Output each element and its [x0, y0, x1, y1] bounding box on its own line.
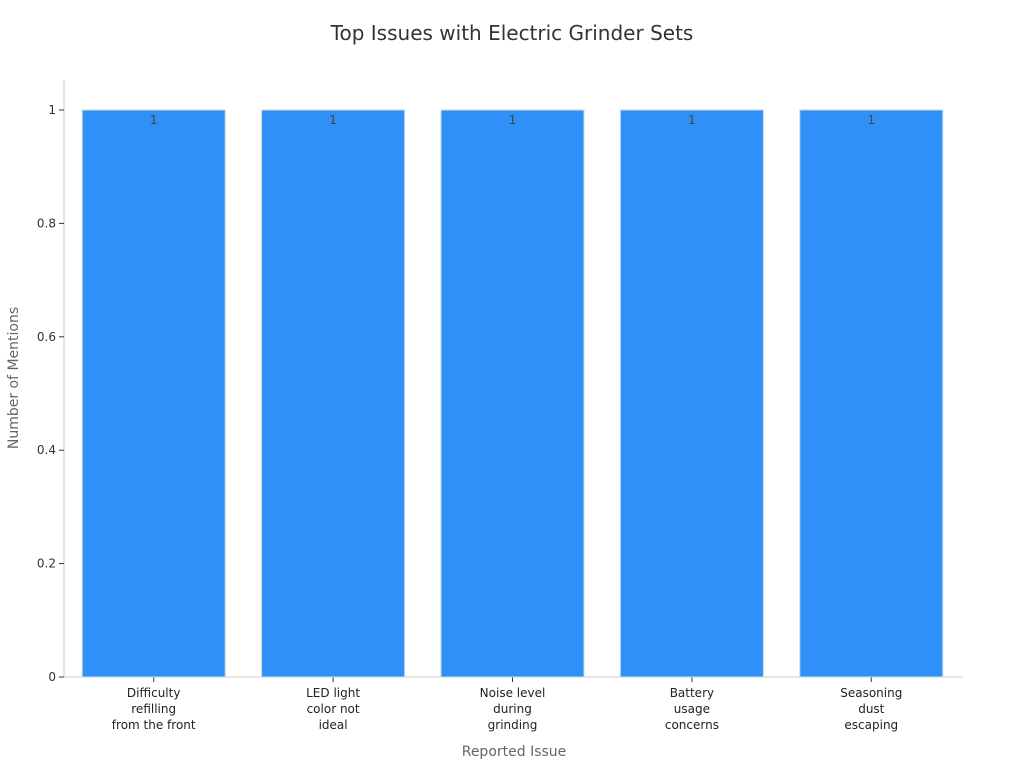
x-tick-label: Noise level during grinding [480, 686, 546, 732]
bar[interactable] [799, 109, 944, 678]
bar-value-label: 1 [150, 113, 158, 127]
x-tick-label-line: from the front [112, 718, 196, 732]
x-axis-label: Reported Issue [462, 744, 567, 760]
x-tick-label: Difficulty refilling from the front [112, 686, 196, 732]
x-tick-label-line: ideal [319, 718, 348, 732]
bar[interactable] [619, 109, 764, 678]
chart-title: Top Issues with Electric Grinder Sets [330, 21, 694, 45]
x-tick-label-line: Noise level [480, 686, 546, 700]
bars [81, 109, 944, 678]
bar-value-label: 1 [509, 113, 517, 127]
x-tick-label-line: concerns [665, 718, 719, 732]
x-tick-label-line: Battery [670, 686, 714, 700]
bar[interactable] [81, 109, 226, 678]
x-tick-label-line: during [493, 702, 532, 716]
bar-value-label: 1 [688, 113, 696, 127]
x-tick-label-line: escaping [844, 718, 898, 732]
x-tick-label-line: grinding [488, 718, 538, 732]
y-axis-label: Number of Mentions [6, 307, 22, 449]
y-tick-labels: 0 0.2 0.4 0.6 0.8 1 [37, 103, 56, 684]
bar[interactable] [440, 109, 585, 678]
bar-value-label: 1 [867, 113, 875, 127]
x-tick-label-line: LED light [306, 686, 360, 700]
bar-value-label: 1 [329, 113, 337, 127]
y-tick-label: 0.4 [37, 443, 56, 457]
x-tick-label: Seasoning dust escaping [840, 686, 902, 732]
y-tick-label: 0 [48, 670, 56, 684]
x-tick-label-line: Seasoning [840, 686, 902, 700]
x-tick-label-line: color not [307, 702, 360, 716]
x-tick-label-line: dust [858, 702, 884, 716]
data-labels: 1 1 1 1 1 [150, 113, 875, 127]
x-tick-label-line: refilling [131, 702, 176, 716]
x-tick-label-line: Difficulty [127, 686, 181, 700]
y-tick-label: 0.6 [37, 330, 56, 344]
y-tick-label: 0.8 [37, 216, 56, 230]
y-tick-label: 0.2 [37, 557, 56, 571]
x-tick-label: Battery usage concerns [665, 686, 719, 732]
x-tick-label-line: usage [674, 702, 710, 716]
x-tick-label: LED light color not ideal [306, 686, 360, 732]
category-labels: Difficulty refilling from the front LED lig… [112, 686, 903, 732]
bar[interactable] [261, 109, 406, 678]
y-tick-label: 1 [48, 103, 56, 117]
